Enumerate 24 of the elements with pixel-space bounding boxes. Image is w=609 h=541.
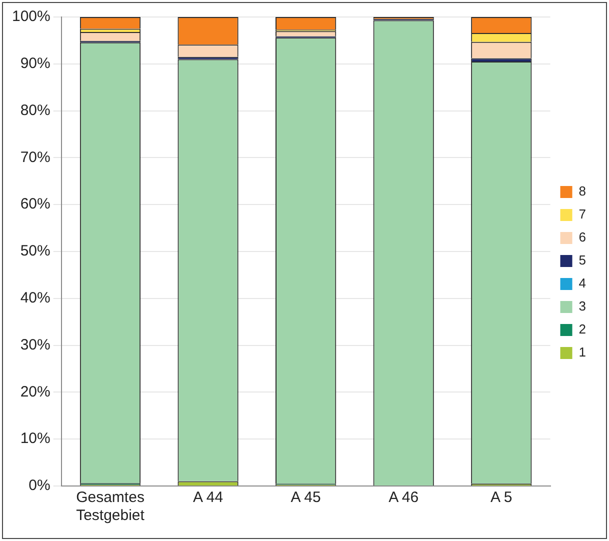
x-tick-label: Gesamtes Testgebiet (76, 489, 146, 524)
y-tick-label: 30% (20, 336, 50, 354)
y-tick-label: 10% (20, 430, 50, 448)
y-tick-label: 20% (20, 383, 50, 400)
legend-label: 3 (578, 298, 586, 314)
legend-label: 6 (578, 230, 586, 245)
y-tick-label: 70% (20, 148, 50, 166)
y-tick-label: 0% (28, 477, 50, 494)
y-tick-label: 100% (12, 8, 50, 26)
x-tick-label: A 46 (388, 489, 419, 506)
x-tick-label: A 45 (290, 489, 321, 506)
y-tick-label: 40% (20, 290, 50, 307)
x-tick-label: A 5 (490, 489, 512, 506)
legend-label: 1 (578, 344, 586, 360)
legend-label: 4 (578, 276, 586, 291)
legend-label: 2 (578, 322, 586, 337)
legend-label: 8 (578, 184, 586, 199)
y-tick-label: 90% (20, 55, 50, 72)
legend-label: 7 (578, 206, 586, 222)
y-tick-label: 50% (20, 242, 50, 260)
y-tick-label: 80% (20, 102, 50, 119)
legend-label: 5 (578, 252, 586, 268)
y-tick-label: 60% (20, 196, 50, 213)
x-tick-label: A 44 (193, 489, 224, 506)
